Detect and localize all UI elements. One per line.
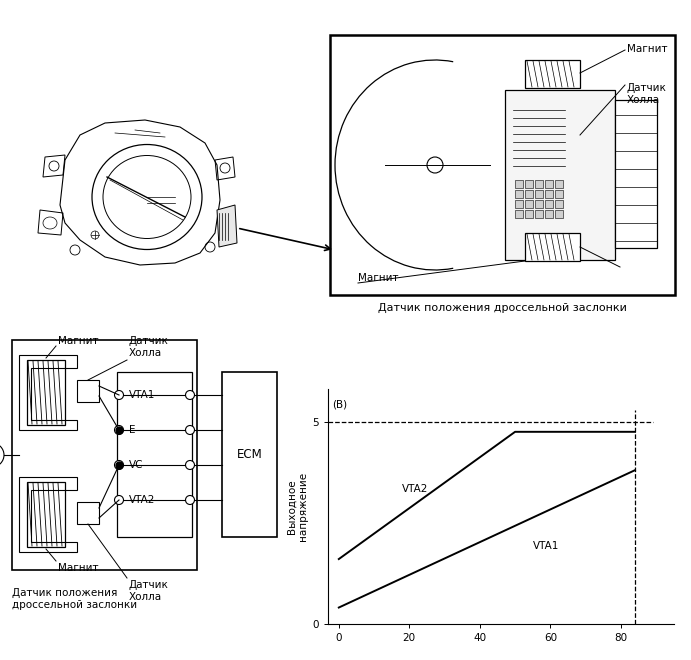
Bar <box>545 200 553 208</box>
Circle shape <box>185 496 194 504</box>
Text: VTA1: VTA1 <box>533 541 559 551</box>
Text: Магнит: Магнит <box>58 563 99 573</box>
Bar <box>555 210 563 218</box>
Bar <box>525 200 533 208</box>
Text: VC: VC <box>129 460 144 470</box>
Text: Магнит: Магнит <box>358 273 399 283</box>
Bar <box>515 200 523 208</box>
Text: VTA2: VTA2 <box>129 495 155 505</box>
Circle shape <box>115 426 124 434</box>
Bar <box>505 90 615 260</box>
Bar <box>535 200 543 208</box>
Bar <box>525 233 580 261</box>
Text: Датчик
Холла: Датчик Холла <box>129 337 169 358</box>
Bar <box>515 180 523 188</box>
Bar <box>615 100 657 248</box>
Bar <box>555 190 563 198</box>
Bar <box>117 372 192 537</box>
Circle shape <box>185 461 194 469</box>
Text: Датчик
Холла: Датчик Холла <box>627 83 667 105</box>
Bar <box>525 190 533 198</box>
Bar <box>77 380 99 402</box>
Bar <box>525 210 533 218</box>
Circle shape <box>115 496 124 504</box>
Bar <box>515 190 523 198</box>
Bar <box>27 360 65 425</box>
Text: Датчик
Холла: Датчик Холла <box>129 580 169 602</box>
Text: ECM: ECM <box>236 448 263 461</box>
Bar <box>545 180 553 188</box>
Bar <box>222 372 277 537</box>
Text: (В): (В) <box>332 399 347 409</box>
Circle shape <box>185 426 194 434</box>
Circle shape <box>115 391 124 399</box>
Bar <box>525 60 580 88</box>
Bar <box>535 180 543 188</box>
Bar <box>545 210 553 218</box>
Bar <box>555 200 563 208</box>
Text: VTA1: VTA1 <box>129 390 155 400</box>
Text: Датчик положения
дроссельной заслонки: Датчик положения дроссельной заслонки <box>12 588 137 610</box>
Bar <box>12 340 197 570</box>
Bar <box>555 180 563 188</box>
Bar <box>535 210 543 218</box>
Bar <box>77 502 99 524</box>
Circle shape <box>185 391 194 399</box>
Bar <box>525 180 533 188</box>
Bar <box>515 210 523 218</box>
Text: Датчик положения дроссельной заслонки: Датчик положения дроссельной заслонки <box>377 303 627 313</box>
Text: VTA2: VTA2 <box>402 484 428 494</box>
Text: Магнит: Магнит <box>58 336 99 346</box>
Text: E: E <box>129 425 135 435</box>
Text: Магнит: Магнит <box>627 44 668 54</box>
Bar <box>545 190 553 198</box>
Bar <box>535 190 543 198</box>
Polygon shape <box>217 205 237 247</box>
Bar <box>27 482 65 547</box>
Y-axis label: Выходное
напряжение: Выходное напряжение <box>287 472 308 541</box>
Circle shape <box>115 461 124 469</box>
Bar <box>330 35 675 295</box>
